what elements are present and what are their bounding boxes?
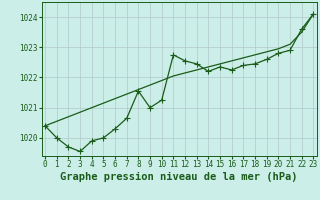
X-axis label: Graphe pression niveau de la mer (hPa): Graphe pression niveau de la mer (hPa) bbox=[60, 172, 298, 182]
